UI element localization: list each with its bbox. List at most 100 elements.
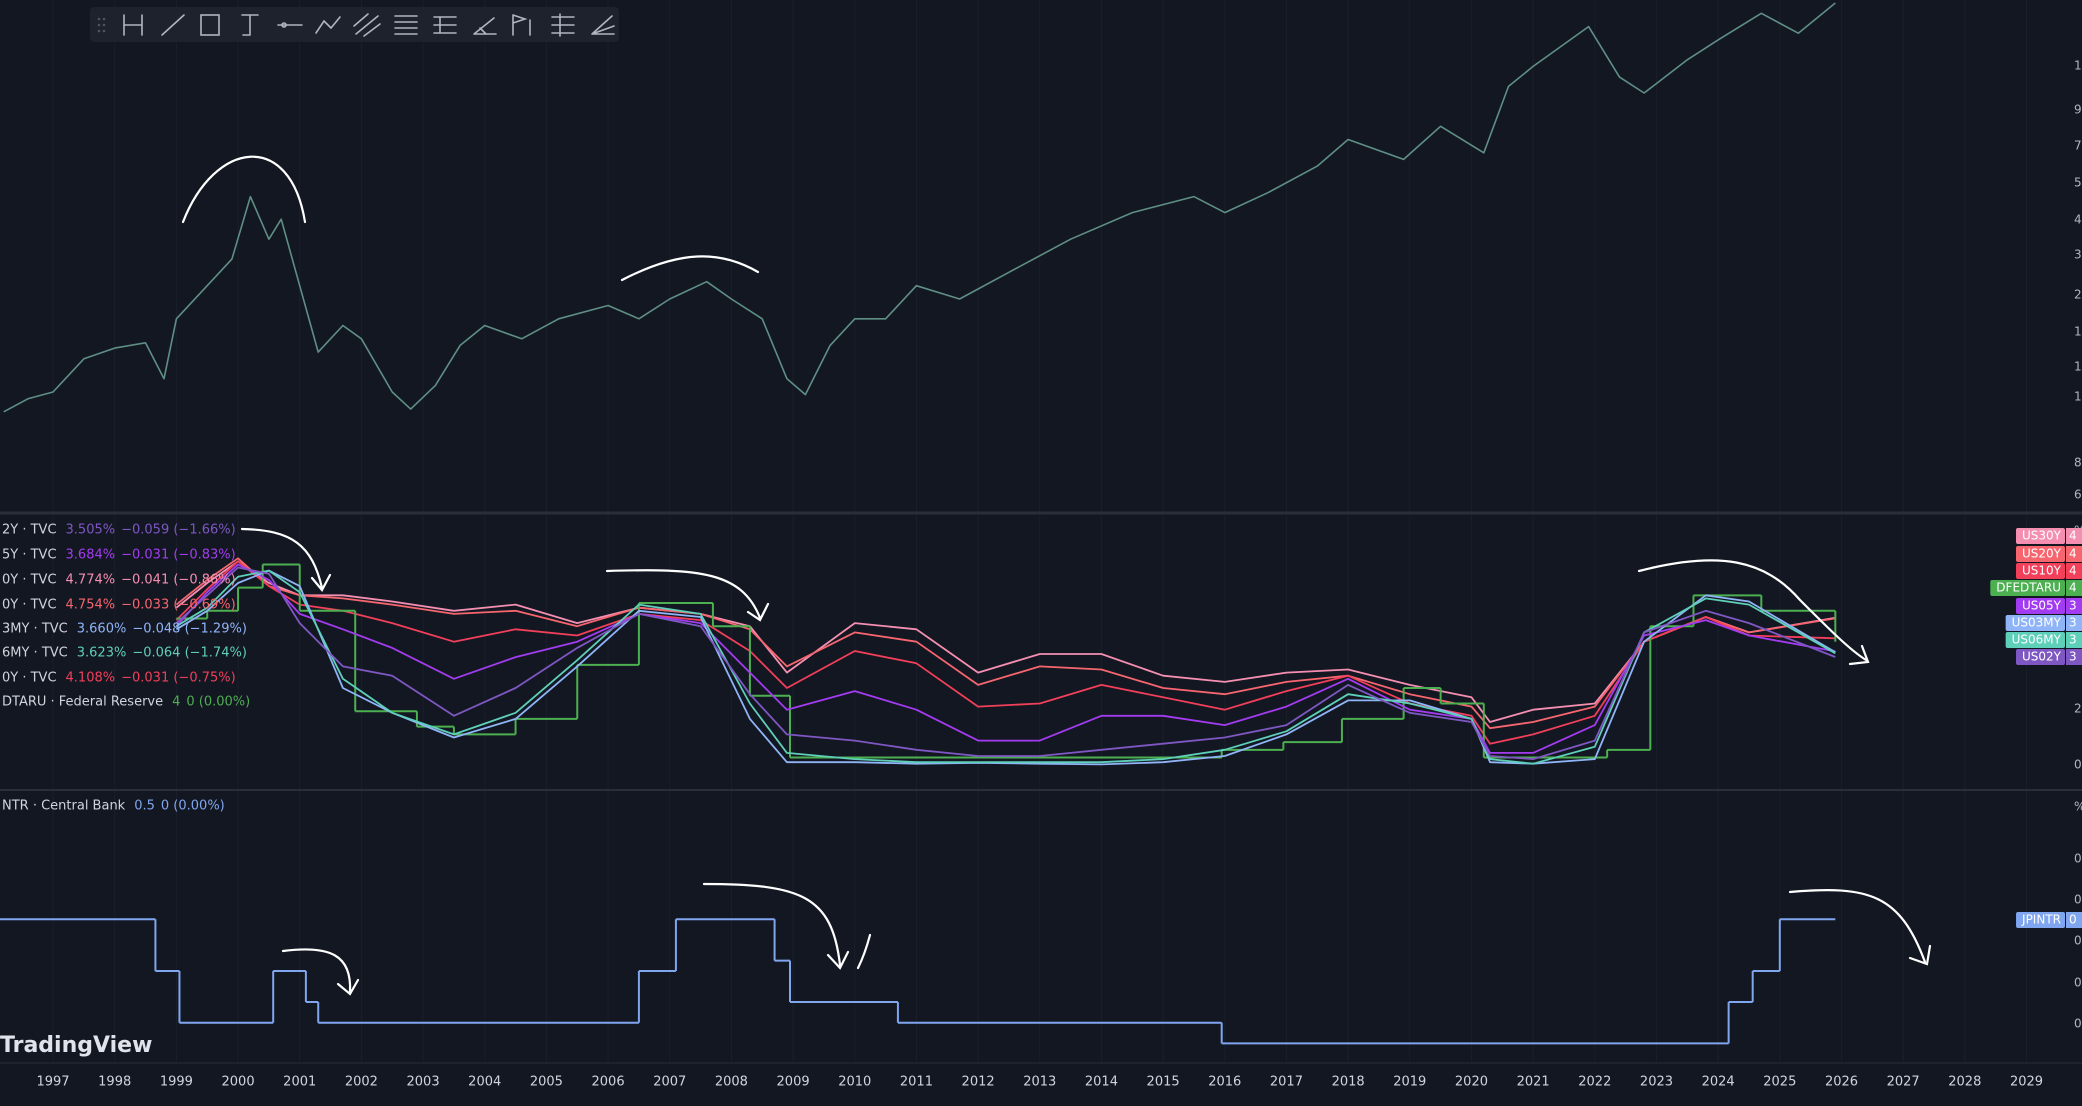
x-tick-label: 2013 [1023,1075,1056,1090]
series-line [175,569,1836,765]
tag-value-bg [2066,615,2082,631]
x-tick-label: 2000 [222,1075,255,1090]
tool-fib[interactable] [394,15,418,35]
tool-pitchfork[interactable] [433,16,457,34]
tag-value-bg [2066,563,2082,579]
tag-value: 3 [2069,633,2077,647]
x-tick-label: 2016 [1208,1075,1241,1090]
tag-value: 3 [2069,616,2077,630]
tag-value: 4 [2069,547,2077,561]
legend-symbol: 2Y · TVC [2,523,57,538]
legend-change: −0.033 (−0.69%) [121,598,236,613]
x-tick-label: 2028 [1948,1075,1981,1090]
pane-plots [0,918,1836,1045]
y-axis-label: 2 [2074,288,2082,302]
legend-value: 3.684% [66,548,116,563]
tag-bg [2016,563,2065,579]
tag-bg [2005,615,2065,631]
legend-change: −0.048 (−1.29%) [132,622,247,637]
tool-flag[interactable] [512,14,531,36]
tag-name: US10Y [2022,564,2062,578]
legend-change: −0.041 (−0.86%) [121,573,236,588]
annotation-arrow [605,569,770,622]
tool-parallel-channel[interactable] [353,13,381,37]
legend-value: 0.5 [134,799,155,814]
tag-name: US02Y [2022,650,2062,664]
tool-date-range[interactable] [123,14,143,36]
tag-name: US20Y [2022,547,2062,561]
series-line [175,566,1836,760]
pane-plots [3,2,1836,413]
y-axis-label: 0 [2074,934,2082,948]
tag-value: 3 [2069,599,2077,613]
grid [0,0,2026,1062]
y-axis-label: 0 [2074,976,2082,990]
x-tick-label: 2003 [407,1075,440,1090]
tool-fan[interactable] [591,15,615,35]
y-axis-label: % [2074,800,2082,814]
legend-change: −0.031 (−0.83%) [121,548,236,563]
tool-trend-line[interactable] [161,14,185,36]
legend-value: 4.774% [66,573,116,588]
tool-horizontal-ray[interactable] [277,22,303,28]
x-tick-label: 2004 [468,1075,501,1090]
annotation-arrow [1788,889,1932,966]
tag-bg [2016,598,2065,614]
y-axis-label: 7 [2074,139,2082,153]
x-tick-label: 2026 [1825,1075,1858,1090]
legend-value: 4 [172,695,180,710]
tool-text[interactable] [241,14,259,36]
legend-symbol: 0Y · TVC [2,573,57,588]
annotations [181,155,1932,996]
legend-change: −0.031 (−0.75%) [121,671,236,686]
tag-name: US03MY [2012,616,2062,630]
legend-change: 0 (0.00%) [186,695,250,710]
x-tick-label: 2027 [1887,1075,1920,1090]
toolbar-bg [90,7,619,42]
y-axis-label: 4 [2074,213,2082,227]
legend-change: 0 (0.00%) [161,799,225,814]
legend-value: 3.623% [77,646,127,661]
annotation-arc [181,155,307,224]
y-axis-label: 1 [2074,59,2082,73]
tool-rectangle[interactable] [200,14,220,36]
x-tick-label: 2010 [838,1075,871,1090]
legend-symbol: 3MY · TVC [2,622,68,637]
tag-name: DFEDTARU [1996,581,2061,595]
y-axis-label: 0 [2074,852,2082,866]
x-tick-label: 2001 [283,1075,316,1090]
x-tick-label: 2011 [900,1075,933,1090]
tool-gann[interactable] [473,17,497,35]
y-axis-label: 2 [2074,702,2082,716]
x-tick-label: 2019 [1393,1075,1426,1090]
x-tick-label: 2005 [530,1075,563,1090]
series-line [175,560,1836,745]
x-tick-label: 2023 [1640,1075,1673,1090]
legend-symbol: 0Y · TVC [2,671,57,686]
tool-polyline[interactable] [315,16,341,34]
tag-bg [2016,528,2065,544]
x-tick-label: 2006 [592,1075,625,1090]
annotation-arrow [702,882,872,970]
annotation-arrow [240,527,332,592]
tag-name: US06MY [2012,633,2062,647]
x-tick-label: 2018 [1332,1075,1365,1090]
x-tick-label: 1997 [36,1075,69,1090]
series-line [175,563,1836,754]
tag-value-bg [2066,649,2082,665]
pane-plots [175,557,1837,766]
x-tick-label: 2021 [1517,1075,1550,1090]
drag-handle[interactable] [97,17,106,33]
tag-bg [2005,632,2065,648]
legend-change: −0.064 (−1.74%) [132,646,247,661]
x-tick-label: 1999 [160,1075,193,1090]
x-tick-label: 2020 [1455,1075,1488,1090]
x-tick-label: 2009 [777,1075,810,1090]
legend-symbol: NTR · Central Bank [2,799,126,814]
series-line [175,557,1836,730]
tool-measure[interactable] [551,13,575,37]
tag-value-bg [2066,528,2082,544]
tag-bg [2016,649,2065,665]
x-tick-label: 2007 [653,1075,686,1090]
x-tick-label: 2008 [715,1075,748,1090]
